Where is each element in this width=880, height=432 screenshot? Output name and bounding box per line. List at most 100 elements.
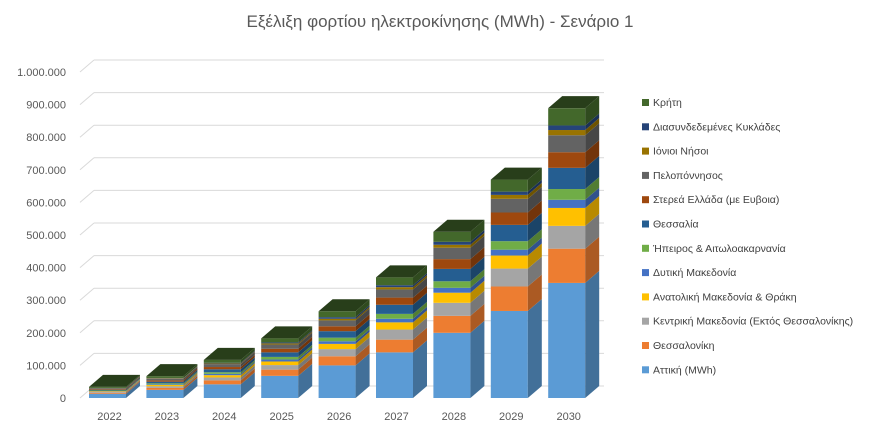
- bar-segment-side: [355, 319, 370, 338]
- bar-segment-side: [126, 374, 140, 388]
- bar-segment-side: [413, 306, 427, 323]
- y-tick-label: 500.000: [26, 230, 66, 242]
- bar-segment-side: [240, 372, 255, 398]
- bar-segment-side: [470, 256, 485, 282]
- bar-segment: [433, 315, 471, 333]
- x-tick-label: 2026: [327, 411, 351, 423]
- bar-segment: [89, 391, 126, 393]
- bar-segment: [490, 310, 528, 398]
- bar-segment: [318, 331, 356, 338]
- gridline-depth: [79, 59, 95, 73]
- bar-segment: [261, 369, 299, 376]
- bar-segment: [261, 348, 299, 353]
- bar-segment-side: [527, 256, 542, 287]
- bar-segment-side: [183, 372, 198, 387]
- bar-segment-side: [355, 325, 370, 342]
- bar-segment: [433, 332, 471, 398]
- bar-segment-side: [183, 366, 198, 379]
- bar-segment: [261, 361, 299, 366]
- x-tick-label: 2028: [442, 411, 466, 423]
- bar-segment: [203, 384, 241, 398]
- bar-segment-side: [183, 366, 198, 381]
- bar-segment: [89, 393, 126, 398]
- y-tick-label: 900.000: [26, 100, 66, 112]
- x-tick-label: 2030: [556, 411, 580, 423]
- bar-segment-side: [585, 195, 600, 226]
- bar-segment: [548, 199, 586, 208]
- bar-segment-side: [126, 378, 140, 391]
- bar-segment: [490, 286, 528, 311]
- bar-segment: [146, 384, 184, 385]
- bar-segment: [261, 338, 299, 343]
- legend-label: Διασυνδεδεμένες Κυκλάδες: [653, 121, 780, 133]
- bar-segment-side: [585, 123, 600, 153]
- bar-segment: [203, 369, 241, 373]
- bar-segment-side: [413, 340, 427, 398]
- bar-segment: [318, 365, 356, 398]
- legend-swatch: [642, 366, 649, 374]
- bar-segment-side: [585, 213, 600, 249]
- bar-segment: [318, 341, 356, 344]
- bar-segment: [433, 302, 471, 316]
- bar-segment-side: [355, 337, 370, 357]
- bar-segment-side: [413, 301, 427, 319]
- legend-swatch: [642, 147, 649, 155]
- bar-segment: [490, 198, 528, 213]
- bar-segment: [376, 352, 413, 398]
- bar-segment-side: [126, 381, 140, 398]
- x-tick-label: 2027: [384, 411, 408, 423]
- bar-segment-side: [126, 375, 140, 389]
- bar-segment: [548, 125, 586, 131]
- legend-label: Θεσσαλονίκη: [653, 340, 715, 352]
- bar-segment-side: [298, 326, 313, 343]
- bar-segment-side: [527, 274, 542, 311]
- bar-segment: [376, 304, 413, 314]
- bar-segment-side: [355, 305, 370, 319]
- bar-segment: [203, 373, 241, 376]
- y-tick-label: 600.000: [26, 197, 66, 209]
- bar-segment: [261, 359, 299, 362]
- bar-segment: [146, 383, 184, 385]
- bar-segment-side: [527, 186, 542, 213]
- legend-swatch: [642, 196, 649, 204]
- gridline-depth: [79, 287, 95, 301]
- x-tick-label: 2029: [499, 411, 523, 423]
- legend-label: Ήπειρος & Αιτωλοακαρνανία: [652, 243, 786, 255]
- bar-segment-side: [527, 243, 542, 269]
- bar-top: [261, 326, 313, 339]
- bar-segment-side: [355, 353, 370, 398]
- bar-segment-side: [355, 306, 370, 321]
- bar-segment-side: [355, 331, 370, 350]
- bar-segment-side: [240, 355, 255, 370]
- bar-segment-side: [183, 365, 198, 379]
- gridline-depth: [79, 157, 95, 171]
- bar-segment-side: [413, 265, 427, 286]
- bar-segment: [548, 207, 586, 226]
- bar-segment-side: [298, 331, 313, 345]
- bar-segment-side: [240, 347, 255, 363]
- legend-label: Ανατολική Μακεδονία & Θράκη: [653, 291, 797, 303]
- bar-segment-side: [527, 182, 542, 199]
- bar-segment-side: [240, 368, 255, 385]
- bar-segment: [548, 130, 586, 136]
- legend-label: Πελοπόννησος: [653, 170, 723, 182]
- legend-label: Ιόνιοι Νήσοι: [653, 146, 709, 158]
- x-axis-ticks: 2022 2023 2024 2025 2026 2027 2028 2029 2030: [97, 411, 581, 423]
- bar-segment-side: [527, 298, 542, 398]
- legend: Κρήτη Διασυνδεδεμένες Κυκλάδες Ιόνιοι Νήσο…: [642, 97, 853, 376]
- bar-segment-side: [585, 270, 600, 398]
- legend-swatch: [642, 220, 649, 228]
- bar-segment: [548, 152, 586, 168]
- bar-segment: [146, 378, 184, 381]
- bars: [89, 96, 600, 398]
- bar-segment-side: [240, 350, 255, 364]
- bar-segment-side: [470, 320, 485, 398]
- bar-segment-side: [183, 371, 198, 385]
- bar-segment-side: [183, 377, 198, 398]
- bar-segment: [203, 372, 241, 374]
- gridline-depth: [79, 255, 95, 268]
- bar-segment-side: [126, 378, 140, 392]
- bar-segment-side: [413, 277, 427, 298]
- bar-segment: [490, 224, 528, 242]
- bar-segment-side: [470, 290, 485, 316]
